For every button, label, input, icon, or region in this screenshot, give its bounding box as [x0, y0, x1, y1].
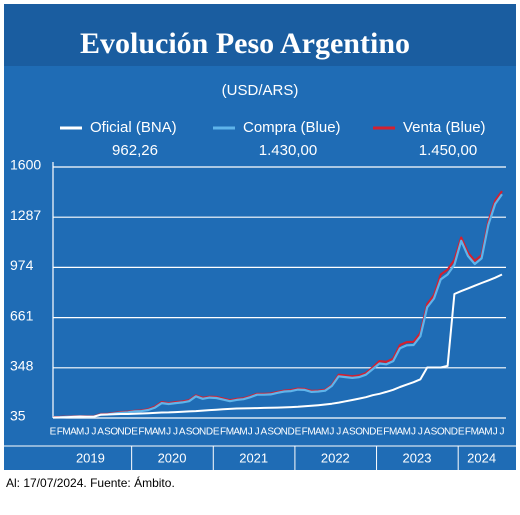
- x-tick-label: M: [239, 427, 247, 438]
- x-tick-label: O: [274, 427, 282, 438]
- x-tick-label: E: [50, 427, 57, 438]
- x-tick-label: E: [295, 427, 302, 438]
- x-tick-label: M: [403, 427, 411, 438]
- legend-value: 1.450,00: [419, 142, 477, 159]
- x-tick-label: O: [437, 427, 445, 438]
- legend-value: 962,26: [112, 142, 158, 159]
- year-label: 2021: [239, 450, 268, 465]
- x-tick-label: M: [484, 427, 492, 438]
- chart-background: [4, 4, 516, 470]
- x-tick-label: F: [383, 427, 389, 438]
- x-tick-label: A: [233, 427, 240, 438]
- x-tick-label: N: [281, 427, 288, 438]
- x-tick-label: D: [287, 427, 294, 438]
- x-tick-label: N: [444, 427, 451, 438]
- x-tick-label: E: [131, 427, 138, 438]
- x-tick-label: S: [349, 427, 356, 438]
- x-tick-label: M: [389, 427, 397, 438]
- series-line: [52, 193, 503, 419]
- x-tick-label: F: [57, 427, 63, 438]
- x-tick-label: J: [411, 427, 416, 438]
- x-tick-label: N: [362, 427, 369, 438]
- x-tick-label: J: [329, 427, 334, 438]
- x-tick-label: A: [152, 427, 159, 438]
- x-tick-label: D: [451, 427, 458, 438]
- x-tick-label: M: [471, 427, 479, 438]
- x-tick-label: O: [192, 427, 200, 438]
- y-tick-label: 348: [10, 358, 34, 374]
- x-tick-label: J: [255, 427, 260, 438]
- x-tick-label: J: [493, 427, 498, 438]
- y-tick-label: 974: [10, 257, 34, 273]
- year-label: 2023: [403, 450, 432, 465]
- x-tick-label: A: [342, 427, 349, 438]
- chart-title: Evolución Peso Argentino: [80, 27, 410, 60]
- x-tick-label: O: [355, 427, 363, 438]
- x-tick-label: J: [85, 427, 90, 438]
- x-tick-label: D: [124, 427, 131, 438]
- x-tick-label: J: [173, 427, 178, 438]
- x-tick-label: S: [104, 427, 111, 438]
- x-tick-label: D: [206, 427, 213, 438]
- x-tick-label: A: [261, 427, 268, 438]
- x-tick-label: M: [62, 427, 70, 438]
- x-tick-label: J: [248, 427, 253, 438]
- y-tick-label: 1600: [10, 157, 41, 173]
- x-tick-label: D: [369, 427, 376, 438]
- x-tick-label: O: [110, 427, 118, 438]
- subtitle: (USD/ARS): [222, 82, 299, 99]
- legend-value: 1.430,00: [259, 142, 317, 159]
- source-note: Al: 17/07/2024. Fuente: Ámbito.: [6, 475, 175, 490]
- x-tick-label: A: [70, 427, 77, 438]
- x-tick-label: E: [458, 427, 465, 438]
- x-tick-label: J: [166, 427, 171, 438]
- x-tick-label: A: [424, 427, 431, 438]
- x-tick-label: M: [307, 427, 315, 438]
- x-tick-label: S: [267, 427, 274, 438]
- x-tick-label: M: [226, 427, 234, 438]
- x-tick-label: A: [397, 427, 404, 438]
- y-tick-label: 1287: [10, 207, 41, 223]
- x-tick-label: A: [478, 427, 485, 438]
- title-banner: [4, 4, 516, 66]
- y-tick-label: 35: [10, 408, 26, 424]
- x-tick-label: F: [138, 427, 144, 438]
- x-tick-label: M: [144, 427, 152, 438]
- x-tick-label: F: [302, 427, 308, 438]
- legend-label: Oficial (BNA): [90, 119, 177, 136]
- year-label: 2022: [321, 450, 350, 465]
- year-label: 2019: [76, 450, 105, 465]
- x-tick-label: M: [321, 427, 329, 438]
- x-tick-label: E: [376, 427, 383, 438]
- x-tick-label: F: [220, 427, 226, 438]
- x-tick-label: S: [186, 427, 193, 438]
- year-label: 2024: [467, 450, 496, 465]
- x-tick-label: E: [213, 427, 220, 438]
- x-tick-label: J: [91, 427, 96, 438]
- x-tick-label: A: [179, 427, 186, 438]
- x-tick-label: A: [315, 427, 322, 438]
- series-line: [52, 273, 503, 419]
- x-tick-label: N: [199, 427, 206, 438]
- x-tick-label: J: [500, 427, 505, 438]
- x-tick-label: J: [418, 427, 423, 438]
- x-tick-label: F: [465, 427, 471, 438]
- year-label: 2020: [158, 450, 187, 465]
- x-tick-label: S: [431, 427, 438, 438]
- x-tick-label: M: [158, 427, 166, 438]
- x-tick-label: J: [336, 427, 341, 438]
- y-tick-label: 661: [10, 307, 34, 323]
- legend-label: Compra (Blue): [243, 119, 341, 136]
- x-tick-label: A: [97, 427, 104, 438]
- x-tick-label: M: [76, 427, 84, 438]
- legend-label: Venta (Blue): [403, 119, 486, 136]
- x-tick-label: N: [117, 427, 124, 438]
